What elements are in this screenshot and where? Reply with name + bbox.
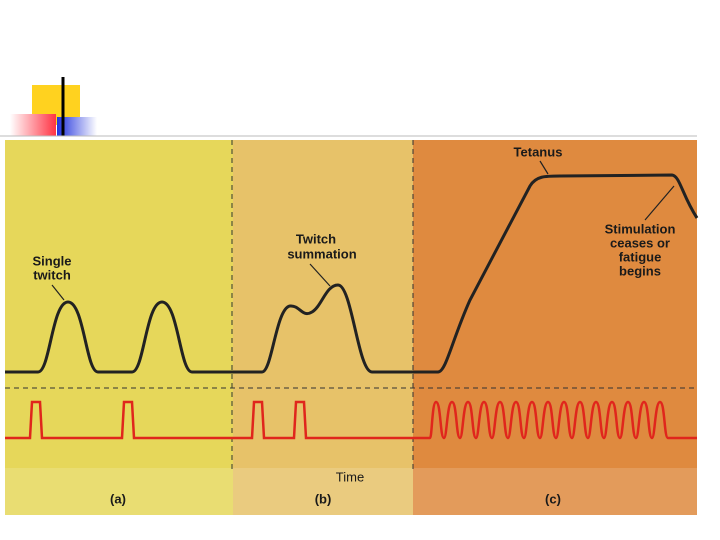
label: ceases or xyxy=(610,235,670,250)
label: summation xyxy=(287,246,356,261)
panel-label: (b) xyxy=(315,491,332,506)
label: fatigue xyxy=(619,249,662,264)
decoration xyxy=(0,77,697,137)
figure: Tetanus Stimulation ceases or fatigue be… xyxy=(5,140,699,515)
panel-a xyxy=(5,140,233,515)
axis-label: Time xyxy=(336,469,364,484)
label: Stimulation xyxy=(605,221,676,236)
tension-curve xyxy=(5,173,699,374)
label: twitch xyxy=(33,267,71,282)
pointer xyxy=(51,160,675,301)
panel-b xyxy=(233,140,413,515)
label: begins xyxy=(619,263,661,278)
label: Single xyxy=(32,253,71,268)
label: Tetanus xyxy=(514,144,563,159)
stimulation-signal xyxy=(5,400,697,440)
label: Twitch xyxy=(296,231,336,246)
panel-label: (a) xyxy=(110,491,126,506)
panel-label: (c) xyxy=(545,491,561,506)
panel-c xyxy=(413,140,697,515)
